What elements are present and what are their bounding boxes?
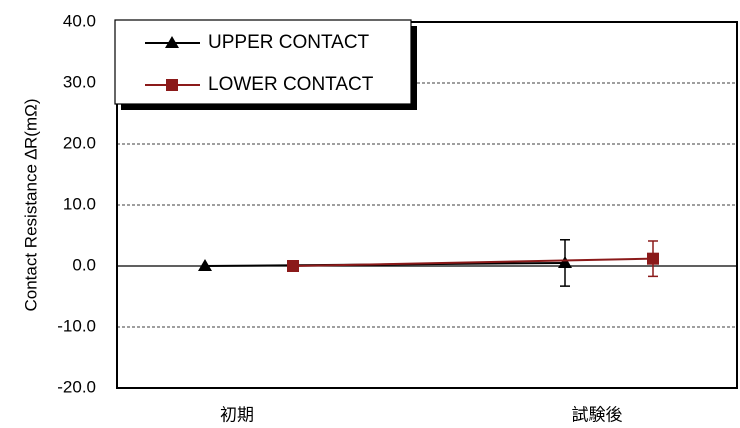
y-tick-label: -20.0 [57,377,96,396]
y-tick-labels: 40.0 30.0 20.0 10.0 0.0 -10.0 -20.0 [57,11,96,396]
legend-marker [166,79,178,91]
x-tick-label: 初期 [220,405,254,424]
data-point [287,260,299,272]
data-point [647,252,659,265]
y-axis-label: Contact Resistance ∆R(mΩ) [21,99,40,312]
x-tick-labels: 初期 試験後 [220,405,623,424]
data-point [198,259,212,271]
legend-box [114,19,412,105]
y-tick-label: 20.0 [63,133,96,152]
y-tick-label: 40.0 [63,11,96,30]
legend-label: LOWER CONTACT [208,74,374,95]
y-tick-label: 0.0 [72,255,96,274]
y-tick-label: -10.0 [57,316,96,335]
legend-marker [165,36,179,48]
y-tick-label: 10.0 [63,194,96,213]
data-point [558,255,572,268]
legend-label: UPPER CONTACT [208,32,370,53]
series-layer [198,239,659,287]
legend: UPPER CONTACT LOWER CONTACT [114,19,417,110]
series-line [292,257,654,267]
y-tick-label: 30.0 [63,72,96,91]
x-tick-label: 試験後 [572,405,623,424]
grid [117,82,737,328]
